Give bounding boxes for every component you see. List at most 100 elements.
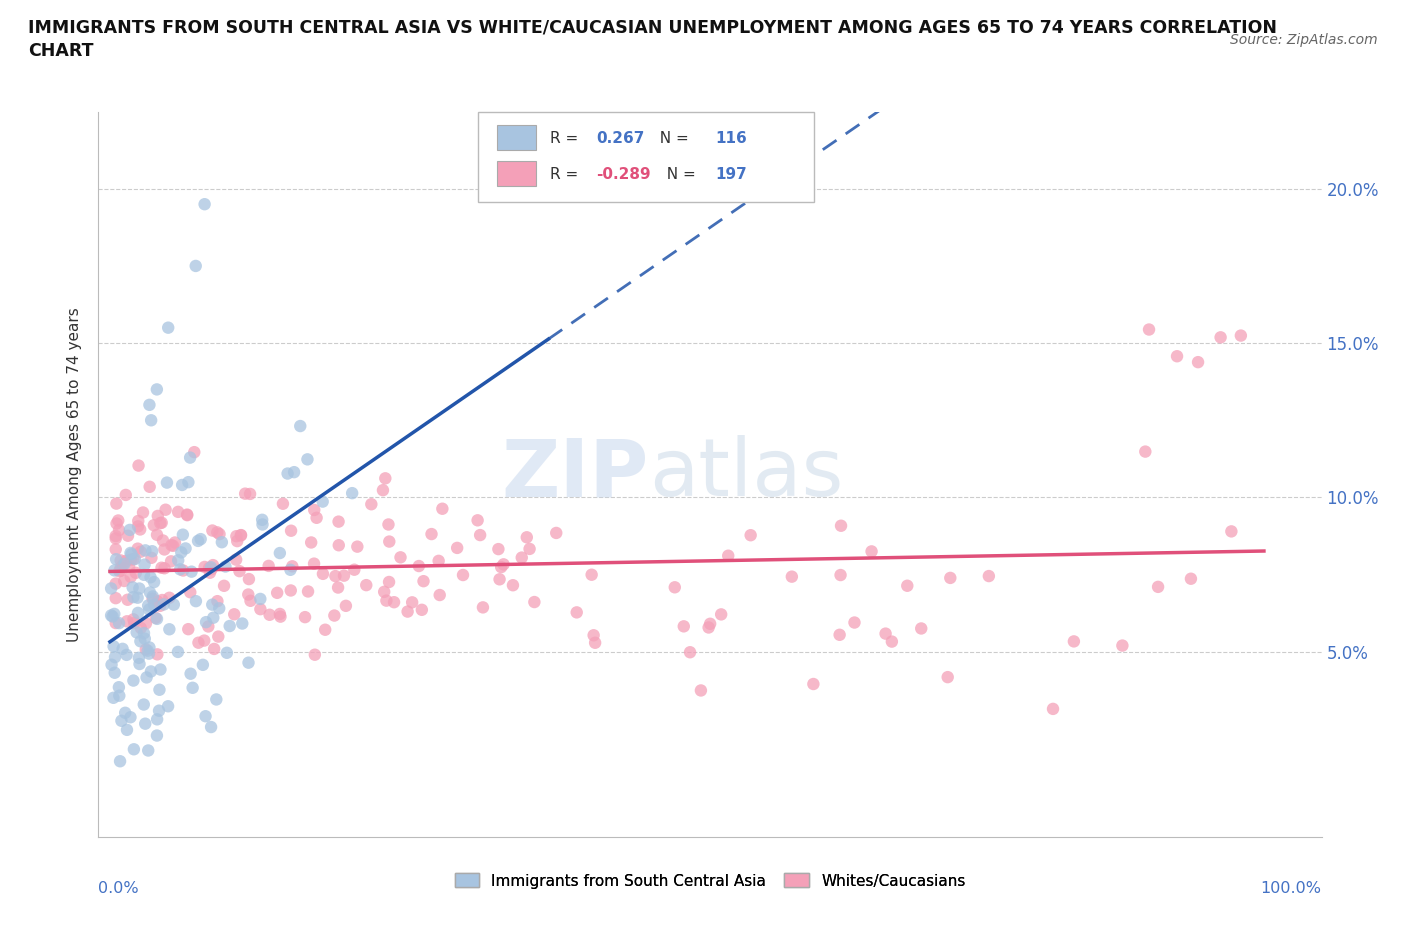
Point [179,450,201,465]
Point [138,602,160,617]
Point [207,525,229,539]
Point [180,565,202,579]
Point [179,585,201,600]
Point [117,528,139,543]
Point [138,640,160,655]
Point [183,445,205,459]
Point [108,564,131,578]
Point [396,604,419,619]
Point [360,497,382,512]
Point [156,475,179,490]
Point [160,538,183,552]
Point [120,569,142,584]
Point [176,507,198,522]
Point [135,642,157,657]
Point [104,528,127,543]
Point [169,562,191,577]
Point [408,559,430,574]
Point [830,567,852,582]
Point [780,569,803,584]
Point [172,527,194,542]
Point [191,658,214,672]
Point [546,525,568,540]
Point [277,466,299,481]
Point [1137,322,1160,337]
Point [803,676,825,691]
Point [201,523,224,538]
Point [488,572,510,587]
Text: 116: 116 [714,131,747,146]
Point [259,607,281,622]
Point [155,502,177,517]
Point [323,608,346,623]
Point [401,595,423,610]
Point [177,474,200,489]
Point [290,418,312,433]
Point [141,544,163,559]
Point [110,564,132,578]
Point [374,471,396,485]
Point [471,600,494,615]
Point [105,516,128,531]
Point [382,595,405,610]
Point [519,541,541,556]
Point [176,508,198,523]
Point [1042,701,1064,716]
Point [146,728,169,743]
Point [163,597,186,612]
Point [194,197,217,212]
Point [281,559,304,574]
Point [215,645,238,660]
Point [717,549,740,564]
Point [129,634,152,649]
Point [194,709,217,724]
Point [104,591,127,605]
Point [225,552,247,567]
Point [108,680,131,695]
Point [177,622,200,637]
Point [180,666,202,681]
Point [304,502,326,517]
Point [312,494,335,509]
Point [110,560,132,575]
Point [486,541,509,556]
Point [228,564,250,578]
Point [238,587,260,602]
Point [149,516,172,531]
Point [305,511,328,525]
Point [146,382,169,397]
Point [120,710,142,724]
Point [328,514,350,529]
Point [699,617,721,631]
Point [143,575,166,590]
Point [127,541,149,556]
Point [326,580,349,595]
Point [146,527,169,542]
Point [225,529,247,544]
Point [101,609,124,624]
Point [184,259,207,273]
Point [233,486,256,501]
Point [844,615,866,630]
Point [172,477,194,492]
Point [202,642,225,657]
Point [335,598,357,613]
Point [148,703,170,718]
Point [239,593,262,608]
Point [679,644,702,659]
Point [187,635,209,650]
Text: Source: ZipAtlas.com: Source: ZipAtlas.com [1230,33,1378,46]
Point [211,535,233,550]
Point [1147,579,1170,594]
Point [184,593,207,608]
Point [229,527,252,542]
Point [163,535,186,550]
Point [153,597,176,612]
Point [302,556,325,571]
Point [875,626,897,641]
Text: ZIP: ZIP [502,435,648,513]
Point [1209,330,1232,345]
Point [194,560,217,575]
Point [117,592,139,607]
Point [271,497,294,512]
